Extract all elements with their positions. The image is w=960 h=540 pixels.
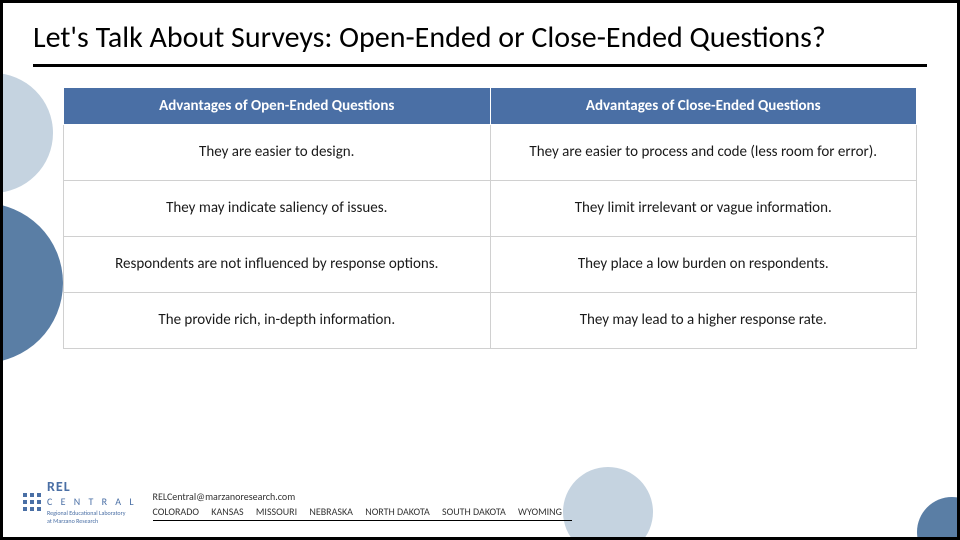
state: KANSAS bbox=[211, 505, 243, 518]
table-cell: They limit irrelevant or vague informati… bbox=[490, 180, 917, 236]
state: NORTH DAKOTA bbox=[365, 505, 430, 518]
state: COLORADO bbox=[153, 505, 199, 518]
state: NEBRASKA bbox=[309, 505, 353, 518]
rel-logo: REL C E N T R A L Regional Educational L… bbox=[23, 480, 137, 530]
footer: REL C E N T R A L Regional Educational L… bbox=[3, 472, 957, 537]
table-row: Respondents are not influenced by respon… bbox=[64, 236, 917, 292]
footer-text: RELCentral@marzanoresearch.com COLORADO … bbox=[153, 489, 572, 521]
title-underline bbox=[33, 64, 927, 67]
table-cell: They are easier to design. bbox=[64, 124, 491, 180]
table-header-open: Advantages of Open-Ended Questions bbox=[64, 87, 491, 124]
state: SOUTH DAKOTA bbox=[442, 505, 506, 518]
footer-email: RELCentral@marzanoresearch.com bbox=[153, 489, 572, 504]
decorative-circle bbox=[0, 203, 63, 363]
table-row: They may indicate saliency of issues. Th… bbox=[64, 180, 917, 236]
state: WYOMING bbox=[518, 505, 562, 518]
table-header-close: Advantages of Close-Ended Questions bbox=[490, 87, 917, 124]
logo-sub-text: C E N T R A L bbox=[47, 495, 137, 508]
table-cell: They may indicate saliency of issues. bbox=[64, 180, 491, 236]
table-cell: They place a low burden on respondents. bbox=[490, 236, 917, 292]
logo-tagline2: at Marzano Research bbox=[47, 518, 137, 524]
decorative-circle bbox=[0, 73, 53, 193]
comparison-table: Advantages of Open-Ended Questions Advan… bbox=[63, 87, 917, 349]
slide-title: Let's Talk About Surveys: Open-Ended or … bbox=[3, 3, 957, 64]
table-cell: The provide rich, in-depth information. bbox=[64, 292, 491, 348]
table-cell: They are easier to process and code (les… bbox=[490, 124, 917, 180]
table-cell: Respondents are not influenced by respon… bbox=[64, 236, 491, 292]
state: MISSOURI bbox=[256, 505, 297, 518]
logo-tagline1: Regional Educational Laboratory bbox=[47, 510, 137, 516]
footer-states: COLORADO KANSAS MISSOURI NEBRASKA NORTH … bbox=[153, 504, 572, 521]
logo-main-text: REL bbox=[47, 478, 71, 495]
table-cell: They may lead to a higher response rate. bbox=[490, 292, 917, 348]
table-row: The provide rich, in-depth information. … bbox=[64, 292, 917, 348]
slide: Let's Talk About Surveys: Open-Ended or … bbox=[0, 0, 960, 540]
logo-dots-icon bbox=[23, 493, 41, 511]
comparison-table-wrap: Advantages of Open-Ended Questions Advan… bbox=[63, 87, 917, 349]
table-row: They are easier to design. They are easi… bbox=[64, 124, 917, 180]
